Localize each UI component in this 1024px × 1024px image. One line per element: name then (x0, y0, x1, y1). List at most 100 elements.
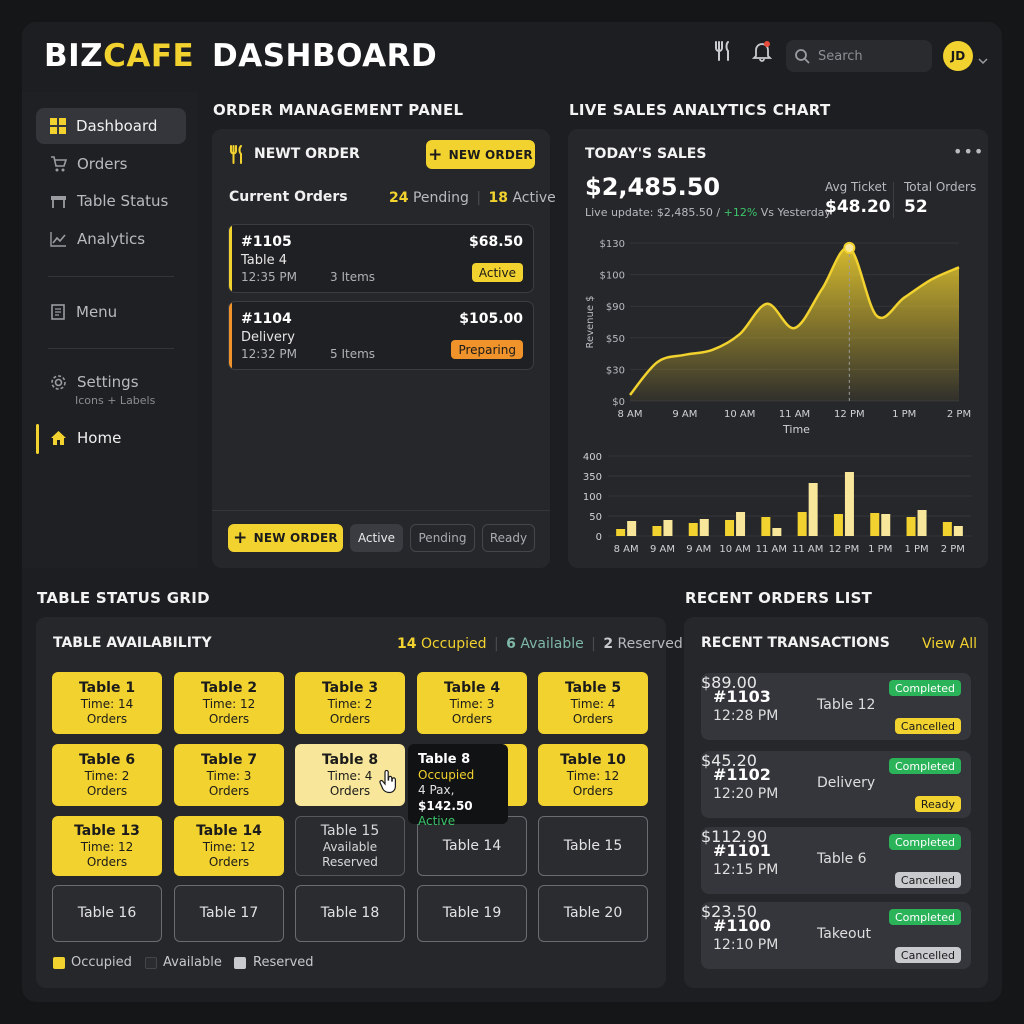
transaction-location: Delivery (817, 775, 876, 791)
table-name: Table 10 (560, 751, 626, 768)
grid-icon (50, 118, 66, 134)
bar[interactable] (808, 483, 818, 536)
bar[interactable] (736, 512, 746, 536)
sidebar-item-analytics[interactable]: Analytics (36, 221, 186, 257)
filter-active-button[interactable]: Active (350, 524, 403, 552)
table-cell[interactable]: Table 8 Time: 4 Orders (295, 744, 405, 806)
avatar[interactable]: JD (943, 41, 973, 71)
x-tick-label: 11 AM (792, 544, 823, 555)
total-orders-value: 52 (904, 197, 928, 217)
table-name: Table 15 (320, 822, 380, 839)
bell-icon[interactable] (751, 40, 773, 66)
bar[interactable] (797, 512, 807, 536)
table-name: Table 18 (320, 905, 380, 921)
transaction-card[interactable]: #1100 12:10 PM Takeout $23.50 Completed Cance… (701, 902, 971, 969)
plus-icon: + (233, 528, 248, 548)
table-cell[interactable]: Table 10 Time: 12 Orders (538, 744, 648, 806)
sidebar-item-home[interactable]: Home (36, 420, 186, 456)
table-cell[interactable]: Table 14 Time: 12 Orders (174, 816, 284, 876)
bar[interactable] (917, 510, 927, 536)
transaction-amount: $23.50 (701, 902, 757, 921)
table-cell[interactable]: Table 2 Time: 12 Orders (174, 672, 284, 734)
table-time: Time: 12 (202, 696, 256, 711)
table-cell[interactable]: Table 15 (538, 816, 648, 876)
table-name: Table 15 (563, 837, 623, 854)
transaction-id: #1100 (713, 916, 771, 935)
settings-subtitle: Icons + Labels (75, 394, 156, 407)
order-card[interactable]: #1104 Delivery 12:32 PM 5 Items $105.00 … (228, 301, 534, 370)
table-cell[interactable]: Table 13 Time: 12 Orders (52, 816, 162, 876)
sidebar-item-dashboard[interactable]: Dashboard (36, 108, 186, 144)
table-cell[interactable]: Table 19 (417, 885, 527, 942)
order-card[interactable]: #1105 Table 4 12:35 PM 3 Items $68.50 Ac… (228, 224, 534, 293)
new-order-button[interactable]: + NEW ORDER (426, 140, 535, 169)
brand-logo[interactable]: BIZCAFE (44, 38, 194, 74)
table-cell[interactable]: Table 15 Available Reserved (295, 816, 405, 876)
bar[interactable] (881, 514, 891, 536)
bar[interactable] (772, 528, 782, 536)
bar[interactable] (844, 472, 854, 536)
bar[interactable] (699, 519, 709, 536)
table-orders: Orders (572, 783, 614, 798)
y-tick-label: $30 (606, 365, 625, 376)
chevron-down-icon[interactable] (978, 50, 988, 69)
transaction-card[interactable]: #1102 12:20 PM Delivery $45.20 Completed Read… (701, 751, 971, 818)
sidebar-item-label: Menu (76, 303, 118, 321)
table-cell[interactable]: Table 7 Time: 3 Orders (174, 744, 284, 806)
bar[interactable] (688, 523, 698, 536)
legend-occupied-swatch (53, 957, 65, 969)
table-cell[interactable]: Table 17 (174, 885, 284, 942)
section-title-tables: TABLE STATUS GRID (37, 589, 210, 607)
table-cell[interactable]: Table 3 Time: 2 Orders (295, 672, 405, 734)
search-input[interactable]: Search (786, 40, 932, 72)
sidebar-item-orders[interactable]: Orders (36, 146, 186, 182)
bar[interactable] (627, 521, 637, 536)
transaction-card[interactable]: #1103 12:28 PM Table 12 $89.00 Completed Canc… (701, 673, 971, 740)
sidebar-item-settings[interactable]: Settings (36, 364, 186, 400)
bar[interactable] (942, 522, 952, 536)
table-cell[interactable]: Table 4 Time: 3 Orders (417, 672, 527, 734)
table-cell[interactable]: Table 1 Time: 14 Orders (52, 672, 162, 734)
view-all-link[interactable]: View All (922, 636, 978, 652)
transaction-card[interactable]: #1101 12:15 PM Table 6 $112.90 Completed Canc… (701, 827, 971, 894)
footer-new-order-button[interactable]: + NEW ORDER (228, 524, 343, 552)
bar[interactable] (652, 526, 662, 536)
sidebar-item-table-status[interactable]: Table Status (36, 183, 186, 219)
order-time: 12:32 PM (241, 347, 297, 361)
utensils-icon[interactable] (713, 40, 733, 66)
panel-divider (212, 510, 550, 511)
sidebar-item-menu[interactable]: Menu (36, 294, 186, 330)
x-tick-label: 11 AM (779, 409, 810, 420)
table-cell[interactable]: Table 16 (52, 885, 162, 942)
bar[interactable] (616, 529, 626, 536)
sidebar-divider (48, 348, 174, 349)
x-tick-label: 10 AM (724, 409, 755, 420)
table-name: Table 5 (564, 679, 622, 696)
sales-line[interactable] (629, 246, 960, 396)
bar[interactable] (761, 517, 771, 536)
table-cell[interactable]: Table 20 (538, 885, 648, 942)
bar[interactable] (870, 513, 880, 536)
table-cell[interactable]: Table 18 (295, 885, 405, 942)
table-orders: Orders (329, 711, 371, 726)
peak-point[interactable] (843, 241, 856, 254)
table-orders: Orders (86, 711, 128, 726)
y-tick-label: $50 (606, 334, 625, 345)
bar[interactable] (906, 517, 916, 536)
table-name: Table 6 (78, 751, 136, 768)
bar[interactable] (953, 526, 963, 536)
transaction-amount: $45.20 (701, 751, 757, 770)
transaction-amount: $89.00 (701, 673, 757, 692)
filter-ready-button[interactable]: Ready (482, 524, 535, 552)
bar[interactable] (663, 520, 673, 536)
table-cell[interactable]: Table 6 Time: 2 Orders (52, 744, 162, 806)
y-tick-label: 50 (589, 512, 602, 523)
bar[interactable] (833, 514, 843, 536)
table-cell[interactable]: Table 5 Time: 4 Orders (538, 672, 648, 734)
more-options-icon[interactable]: ••• (953, 142, 985, 161)
filter-pending-button[interactable]: Pending (410, 524, 475, 552)
search-placeholder: Search (818, 48, 863, 64)
legend-available: Available (163, 955, 222, 970)
bar[interactable] (725, 520, 735, 536)
status-badge: Active (471, 263, 523, 282)
